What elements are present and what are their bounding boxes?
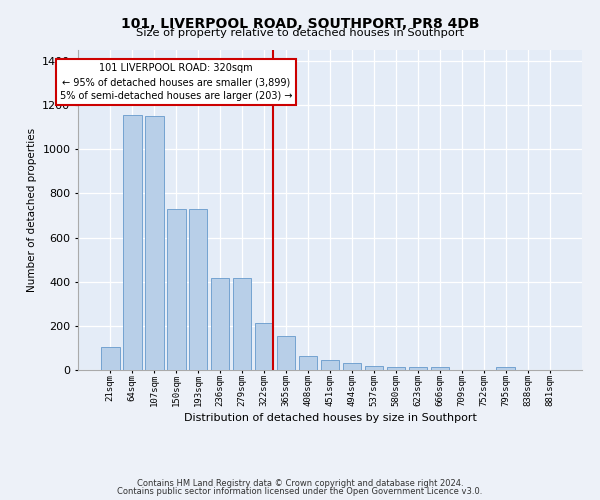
Bar <box>320 360 340 370</box>
Bar <box>431 367 449 370</box>
Text: 101, LIVERPOOL ROAD, SOUTHPORT, PR8 4DB: 101, LIVERPOOL ROAD, SOUTHPORT, PR8 4DB <box>121 18 479 32</box>
Bar <box>255 322 274 370</box>
Bar <box>343 364 361 370</box>
X-axis label: Distribution of detached houses by size in Southport: Distribution of detached houses by size … <box>184 414 476 424</box>
Bar <box>101 347 119 370</box>
Bar <box>365 366 383 370</box>
Bar <box>277 336 295 370</box>
Text: Contains public sector information licensed under the Open Government Licence v3: Contains public sector information licen… <box>118 487 482 496</box>
Bar <box>189 209 208 370</box>
Bar <box>386 366 405 370</box>
Bar <box>123 115 142 370</box>
Bar <box>233 278 251 370</box>
Text: Contains HM Land Registry data © Crown copyright and database right 2024.: Contains HM Land Registry data © Crown c… <box>137 478 463 488</box>
Bar <box>167 209 185 370</box>
Bar <box>145 116 164 370</box>
Bar <box>409 367 427 370</box>
Text: Size of property relative to detached houses in Southport: Size of property relative to detached ho… <box>136 28 464 38</box>
Text: 101 LIVERPOOL ROAD: 320sqm
← 95% of detached houses are smaller (3,899)
5% of se: 101 LIVERPOOL ROAD: 320sqm ← 95% of deta… <box>60 63 292 101</box>
Bar <box>211 278 229 370</box>
Bar <box>496 366 515 370</box>
Bar <box>299 356 317 370</box>
Y-axis label: Number of detached properties: Number of detached properties <box>26 128 37 292</box>
